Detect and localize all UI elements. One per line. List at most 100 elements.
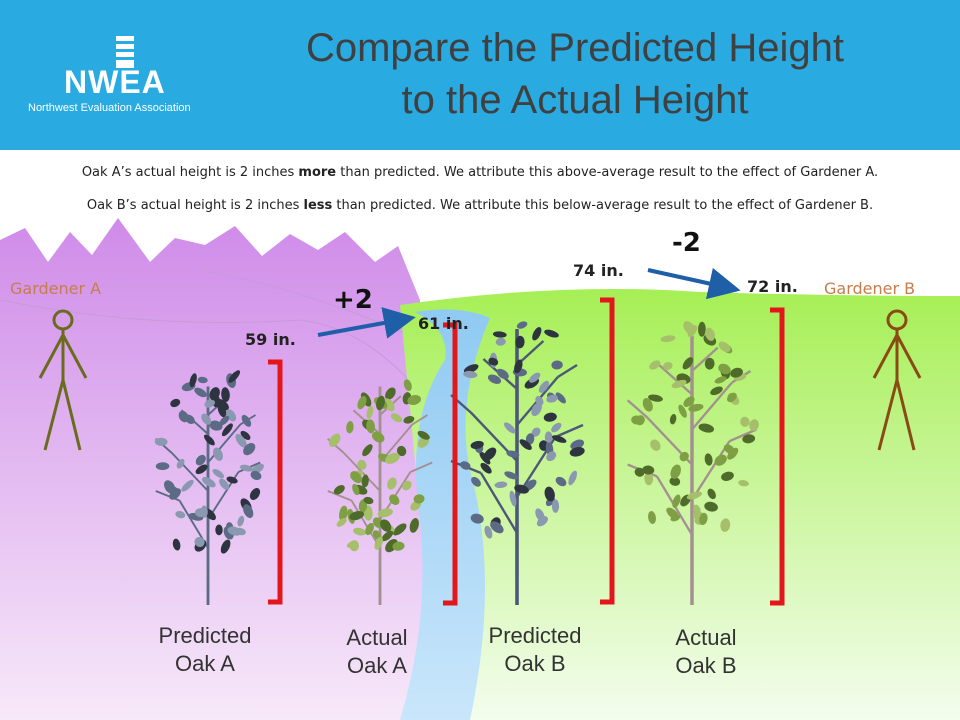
leaf xyxy=(504,422,516,434)
leaf xyxy=(707,488,716,500)
leaf xyxy=(352,483,360,496)
leaf xyxy=(642,397,653,412)
leaf xyxy=(686,491,702,500)
leaf xyxy=(237,515,245,527)
caption-oak-a: Oak A’s actual height is 2 inches more t… xyxy=(0,165,960,180)
leaf xyxy=(393,524,407,536)
leaf xyxy=(203,434,215,446)
leaf xyxy=(361,474,369,488)
leaf xyxy=(181,479,194,492)
leaf xyxy=(672,494,681,508)
leaf xyxy=(220,539,231,554)
leaf xyxy=(704,453,713,466)
logo-subtext: Northwest Evaluation Association xyxy=(28,102,191,114)
leaf xyxy=(543,412,557,422)
gardener-a-label: Gardener A xyxy=(10,279,102,298)
leaf xyxy=(634,467,645,477)
leaf xyxy=(389,494,400,506)
leaf xyxy=(650,439,661,451)
leaf xyxy=(184,414,195,425)
tree-actual-oak-b-leaves xyxy=(631,321,759,532)
label-actual-oak-a: Actual Oak A xyxy=(307,624,447,680)
title-line-2: to the Actual Height xyxy=(401,78,749,122)
leaf xyxy=(155,462,170,471)
label-predicted-oak-a-line1: Predicted xyxy=(158,623,252,648)
leaf xyxy=(201,477,216,488)
caption-oak-b: Oak B’s actual height is 2 inches less t… xyxy=(0,198,960,213)
leaf xyxy=(670,514,681,522)
leaf xyxy=(670,464,681,479)
leaf xyxy=(387,477,397,490)
leaf xyxy=(377,508,393,518)
leaf xyxy=(403,379,412,391)
leaf xyxy=(568,470,578,486)
label-actual-oak-a-line2: Oak A xyxy=(347,653,407,678)
leaf xyxy=(346,540,358,549)
leaf xyxy=(417,430,430,440)
leaf xyxy=(555,392,566,404)
leaf xyxy=(718,341,731,353)
leaf xyxy=(740,416,750,427)
leaf xyxy=(532,326,542,341)
leaf xyxy=(154,437,168,446)
leaf xyxy=(723,444,735,455)
leaf xyxy=(720,518,731,532)
difference-oak-b: -2 xyxy=(672,228,701,258)
leaf xyxy=(721,471,734,481)
caption-oak-a-emphasis: more xyxy=(298,165,337,180)
leaf xyxy=(704,501,718,512)
leaf xyxy=(241,414,252,427)
leaf xyxy=(669,413,677,425)
leaf xyxy=(362,444,373,457)
leaf xyxy=(219,415,230,426)
leaf xyxy=(234,527,246,536)
leaf xyxy=(662,362,673,370)
caption-oak-b-part2: than predicted. We attribute this below-… xyxy=(332,198,874,213)
leaf xyxy=(704,357,715,370)
leaf xyxy=(705,327,715,341)
leaf xyxy=(221,387,230,402)
leaf xyxy=(336,517,347,527)
label-predicted-oak-a-line2: Oak A xyxy=(175,651,235,676)
leaf xyxy=(699,512,708,526)
leaf xyxy=(644,471,654,486)
leaf xyxy=(170,398,181,408)
leaf xyxy=(221,423,233,437)
leaf xyxy=(339,505,348,522)
leaf xyxy=(175,510,186,519)
leaf xyxy=(697,321,706,337)
leaf xyxy=(163,480,176,494)
leaf xyxy=(470,513,484,524)
leaf xyxy=(538,380,550,393)
nwea-logo: NWEA Northwest Evaluation Association xyxy=(28,36,198,116)
leaf xyxy=(569,447,585,457)
caption-oak-a-part1: Oak A’s actual height is 2 inches xyxy=(81,165,299,180)
leaf xyxy=(710,386,723,396)
leaf xyxy=(195,454,206,466)
leaf xyxy=(380,519,392,532)
leaf xyxy=(551,499,560,513)
title-line-1: Compare the Predicted Height xyxy=(305,26,845,70)
leaf xyxy=(688,403,704,412)
leaf xyxy=(235,433,247,448)
mountains xyxy=(0,218,440,720)
leaf xyxy=(687,325,698,338)
leaf xyxy=(480,462,492,474)
leaf xyxy=(381,530,394,542)
leaf xyxy=(730,367,743,378)
leaf xyxy=(649,360,661,370)
leaf xyxy=(195,464,208,475)
leaf xyxy=(470,440,484,449)
leaf xyxy=(631,415,642,425)
gardener-b-figure xyxy=(872,309,922,451)
height-bracket-actual-oak-a xyxy=(443,322,458,606)
leaf xyxy=(679,451,689,462)
leaf xyxy=(551,360,563,370)
leaf xyxy=(249,488,261,500)
leaf xyxy=(328,433,341,447)
leaf xyxy=(357,396,367,410)
tree-predicted-oak-a-leaves xyxy=(154,370,264,554)
leaf xyxy=(519,439,532,450)
leaf xyxy=(346,421,354,434)
leaf xyxy=(385,387,396,400)
